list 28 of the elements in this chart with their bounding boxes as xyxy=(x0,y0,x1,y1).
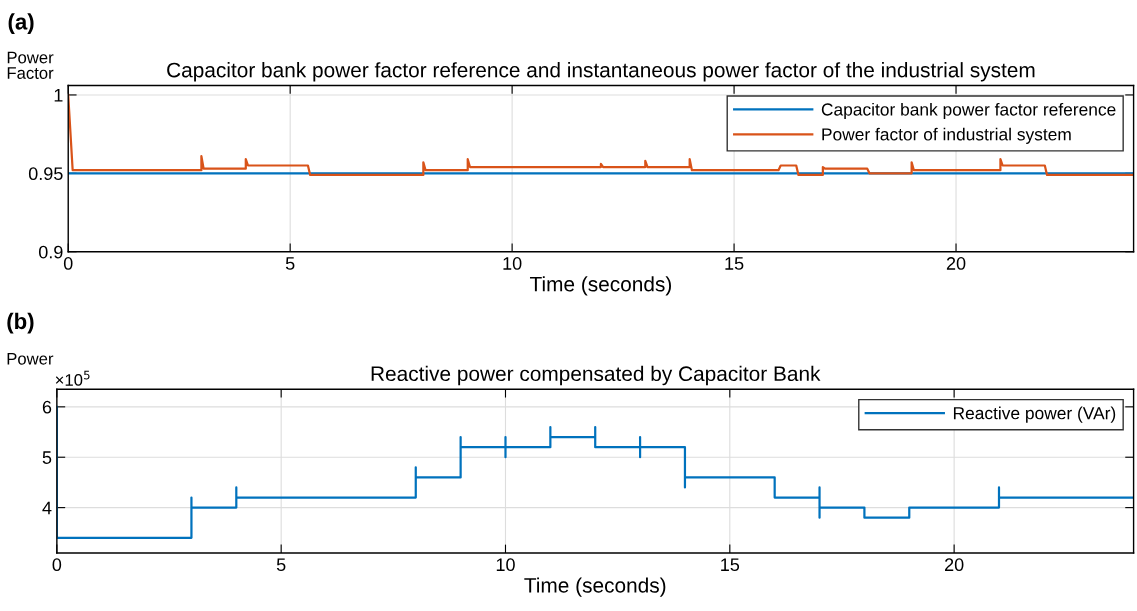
text: (b) xyxy=(7,312,34,334)
x-tick-label: 10 xyxy=(503,257,522,270)
legend-label: Capacitor bank power factor reference xyxy=(821,102,1116,120)
x-tick-label: 5 xyxy=(285,257,295,270)
chart-title: Capacitor bank power factor reference and instantaneous power factor of the industrial system xyxy=(167,62,1035,82)
x-tick-label: 0 xyxy=(52,558,62,572)
x-tick-label: 20 xyxy=(946,257,966,270)
x-tick-label: 10 xyxy=(496,558,515,572)
y-axis-title: Power Factor xyxy=(7,51,54,79)
y-tick-label: 1 xyxy=(54,89,63,102)
chart-title: Reactive power compensated by Capacitor Bank xyxy=(371,365,821,386)
x-tick-label: 0 xyxy=(63,257,73,270)
text: (a) xyxy=(8,13,34,35)
x-tick-label: 15 xyxy=(725,257,744,270)
x-tick-label: 15 xyxy=(721,558,740,572)
legend-label: Power factor of industrial system xyxy=(822,127,1071,144)
y-tick-label: 0.95 xyxy=(28,167,63,181)
y-tick-label: 6 xyxy=(42,400,52,414)
y-tick-label: 5 xyxy=(42,451,52,464)
y-tick-label: 4 xyxy=(42,501,52,515)
legend-label: Reactive power (VAr) xyxy=(953,406,1116,423)
x-axis-title: Time (seconds) xyxy=(524,577,666,597)
y-axis-title: Power xyxy=(7,353,54,365)
y-tick-label: 0.9 xyxy=(38,245,63,259)
x-tick-label: 20 xyxy=(945,558,964,572)
x-tick-label: 5 xyxy=(276,558,286,572)
text: ×10$^{5}$ xyxy=(55,370,90,386)
x-axis-title: Time (seconds) xyxy=(529,276,671,296)
